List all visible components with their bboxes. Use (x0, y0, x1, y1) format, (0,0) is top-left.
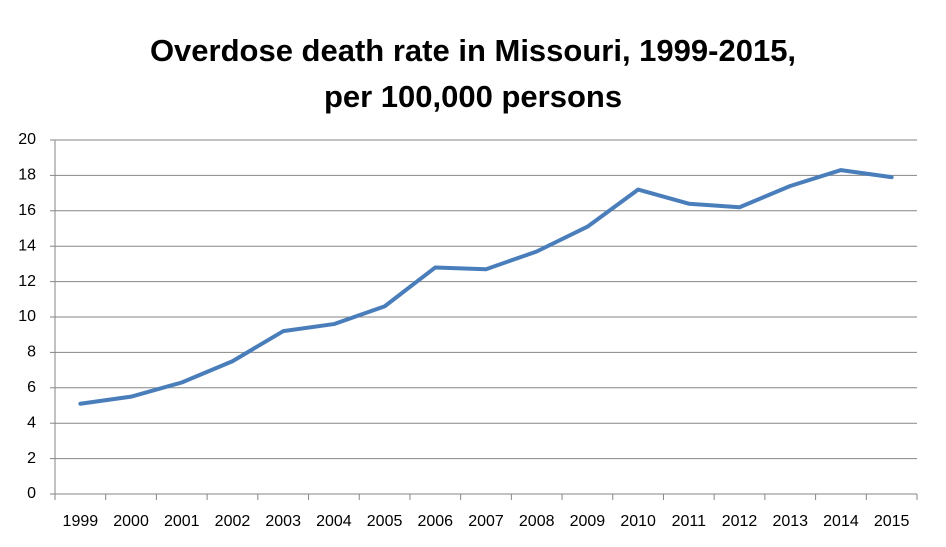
x-tick-label: 2008 (519, 513, 555, 530)
x-tick-label: 2007 (468, 513, 504, 530)
x-tick-label: 2013 (772, 513, 808, 530)
y-tick-label: 6 (27, 379, 36, 396)
y-tick-label: 14 (18, 237, 36, 254)
x-tick-label: 2015 (874, 513, 910, 530)
y-tick-label: 4 (27, 414, 36, 431)
x-tick-label: 2005 (367, 513, 403, 530)
x-tick-label: 2012 (722, 513, 758, 530)
x-tick-label: 1999 (63, 513, 99, 530)
y-tick-label: 2 (27, 450, 36, 467)
x-tick-label: 2001 (164, 513, 200, 530)
y-tick-label: 16 (18, 202, 36, 219)
y-tick-label: 10 (18, 308, 36, 325)
y-tick-label: 20 (18, 131, 36, 148)
x-tick-label: 2010 (620, 513, 656, 530)
x-tick-label: 2004 (316, 513, 352, 530)
y-tick-label: 8 (27, 344, 36, 361)
x-tick-label: 2006 (417, 513, 453, 530)
chart-title: Overdose death rate in Missouri, 1999-20… (149, 33, 797, 114)
x-tick-label: 2009 (570, 513, 606, 530)
x-tick-label: 2000 (113, 513, 149, 530)
y-tick-label: 18 (18, 167, 36, 184)
x-tick-label: 2011 (672, 513, 707, 530)
x-tick-label: 2014 (823, 513, 859, 530)
x-tick-label: 2002 (215, 513, 251, 530)
data-line (78, 168, 894, 406)
y-tick-label: 0 (27, 485, 36, 502)
y-tick-label: 12 (18, 273, 36, 290)
x-tick-label: 2003 (265, 513, 301, 530)
